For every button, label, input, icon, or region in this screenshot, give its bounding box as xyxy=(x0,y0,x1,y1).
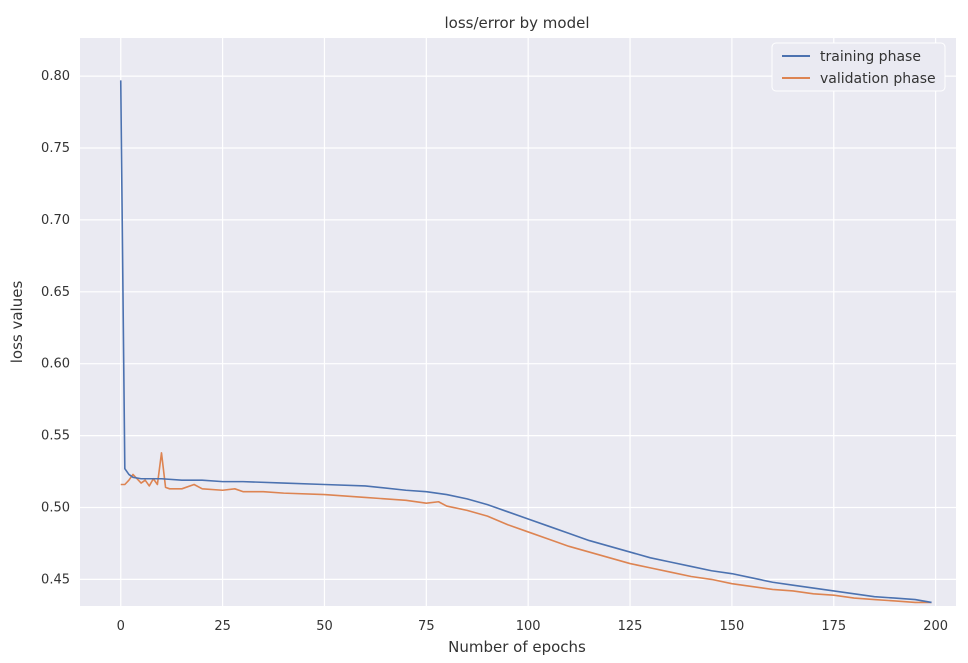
x-tick-label: 200 xyxy=(923,619,948,634)
x-tick-label: 25 xyxy=(214,619,231,634)
y-tick-label: 0.75 xyxy=(41,141,70,156)
x-tick-label: 100 xyxy=(516,619,541,634)
x-tick-label: 175 xyxy=(821,619,846,634)
y-tick-label: 0.65 xyxy=(41,285,70,300)
x-axis-label: Number of epochs xyxy=(448,638,586,656)
y-tick-label: 0.55 xyxy=(41,429,70,444)
legend-label-training: training phase xyxy=(820,49,921,65)
y-tick-labels: 0.45 0.50 0.55 0.60 0.65 0.70 0.75 0.80 xyxy=(41,69,70,587)
y-tick-label: 0.50 xyxy=(41,500,70,515)
y-tick-label: 0.70 xyxy=(41,213,70,228)
training-phase-line xyxy=(119,80,932,604)
y-axis-label: loss values xyxy=(8,281,26,364)
y-tick-label: 0.60 xyxy=(41,357,70,372)
x-tick-labels: 0 25 50 75 100 125 150 175 200 xyxy=(117,619,948,634)
validation-phase-line xyxy=(120,452,932,604)
series-layer xyxy=(119,80,932,604)
y-tick-label: 0.45 xyxy=(41,572,70,587)
legend-box xyxy=(771,42,946,92)
chart-title: loss/error by model xyxy=(445,14,590,32)
x-tick-label: 150 xyxy=(719,619,744,634)
plot-area-background xyxy=(80,38,956,606)
grid-lines xyxy=(80,38,956,606)
y-tick-label: 0.80 xyxy=(41,69,70,84)
x-tick-label: 125 xyxy=(618,619,643,634)
legend: training phase validation phase xyxy=(771,42,946,92)
x-tick-label: 0 xyxy=(117,619,125,634)
x-tick-label: 75 xyxy=(418,619,435,634)
legend-label-validation: validation phase xyxy=(820,71,936,87)
x-tick-label: 50 xyxy=(316,619,333,634)
